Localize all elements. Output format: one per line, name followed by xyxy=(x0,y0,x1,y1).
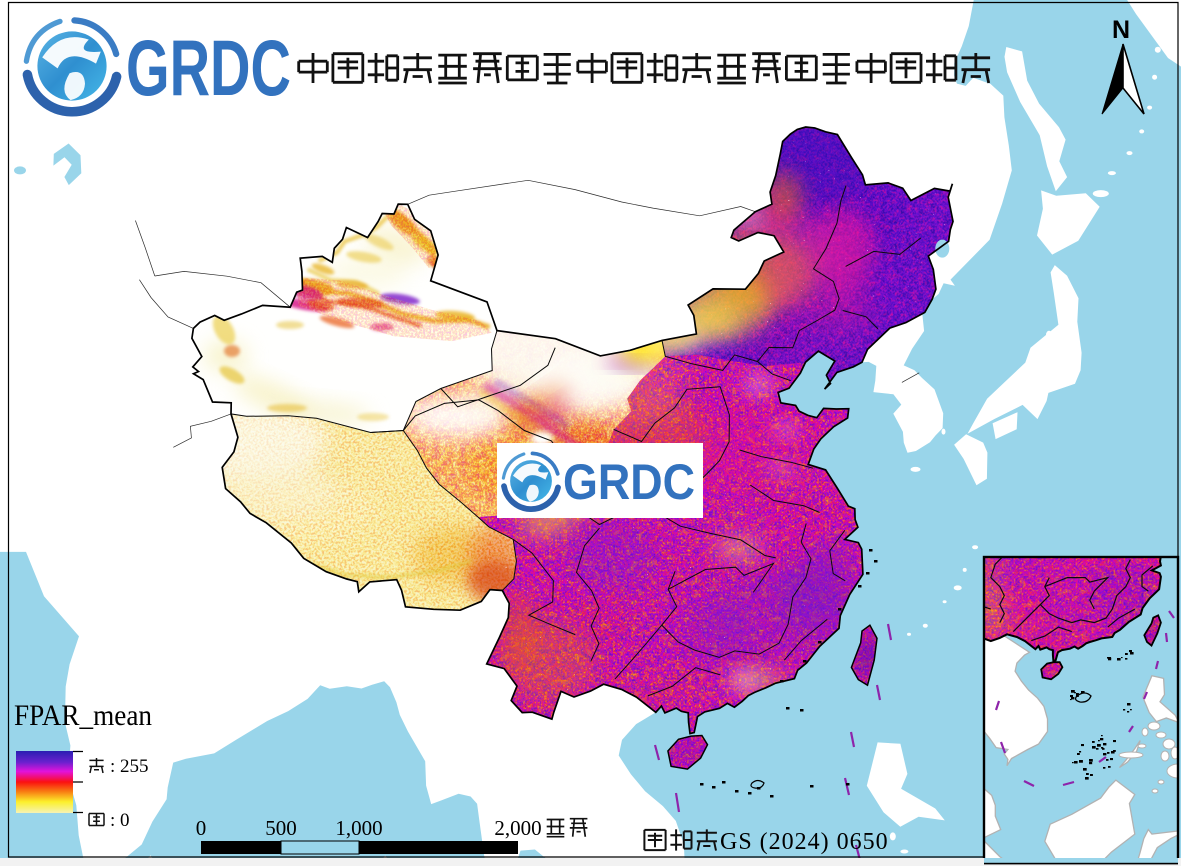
svg-text:: 0: : 0 xyxy=(110,810,130,831)
svg-text:2,000: 2,000 xyxy=(494,816,541,840)
svg-text:GRDC: GRDC xyxy=(563,454,695,510)
svg-text:: 255: : 255 xyxy=(110,756,149,777)
svg-text:0: 0 xyxy=(196,816,207,840)
svg-text:GRDC: GRDC xyxy=(126,23,291,112)
svg-text:1,000: 1,000 xyxy=(335,816,382,840)
svg-text:500: 500 xyxy=(265,816,297,840)
svg-text:FPAR_mean: FPAR_mean xyxy=(14,699,152,732)
svg-text:N: N xyxy=(1112,16,1130,44)
svg-text:GS (2024) 0650: GS (2024) 0650 xyxy=(720,829,889,855)
